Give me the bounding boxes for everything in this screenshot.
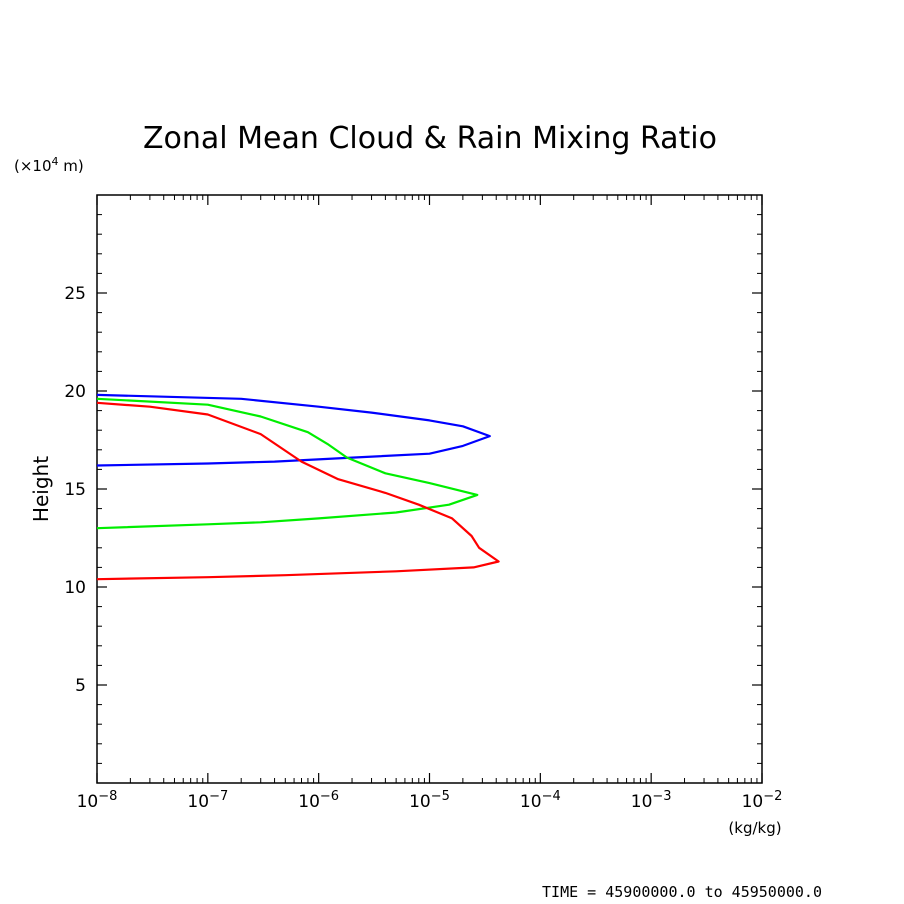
y-tick-label: 20	[64, 382, 86, 402]
series-line-1	[96, 393, 491, 467]
y-unit-label: (×104 m)	[14, 155, 84, 175]
time-label: TIME = 45900000.0 to 45950000.0	[542, 883, 822, 901]
chart-title: Zonal Mean Cloud & Rain Mixing Ratio	[143, 121, 717, 156]
axis-ticks	[96, 195, 763, 783]
x-tick-label: 10−6	[298, 789, 339, 812]
series-group	[96, 393, 500, 581]
y-tick-label: 5	[75, 676, 86, 696]
y-tick-label: 25	[64, 284, 86, 304]
y-tick-labels: 5 10 15 20 25	[64, 284, 86, 696]
x-tick-label: 10−7	[187, 789, 228, 812]
series-line-3	[96, 401, 500, 581]
x-tick-label: 10−4	[520, 789, 561, 812]
x-tick-label: 10−2	[742, 789, 783, 812]
x-tick-labels: 10−8 10−7 10−6 10−5 10−4 10−3 10−2	[77, 789, 783, 812]
y-axis-label: Height	[29, 456, 53, 522]
series-line-2	[96, 397, 479, 530]
x-tick-label: 10−8	[77, 789, 118, 812]
x-tick-label: 10−5	[409, 789, 450, 812]
plot-frame	[96, 194, 763, 784]
x-tick-label: 10−3	[631, 789, 672, 812]
y-tick-label: 15	[64, 480, 86, 500]
x-unit-label: (kg/kg)	[728, 819, 781, 837]
y-tick-label: 10	[64, 578, 86, 598]
